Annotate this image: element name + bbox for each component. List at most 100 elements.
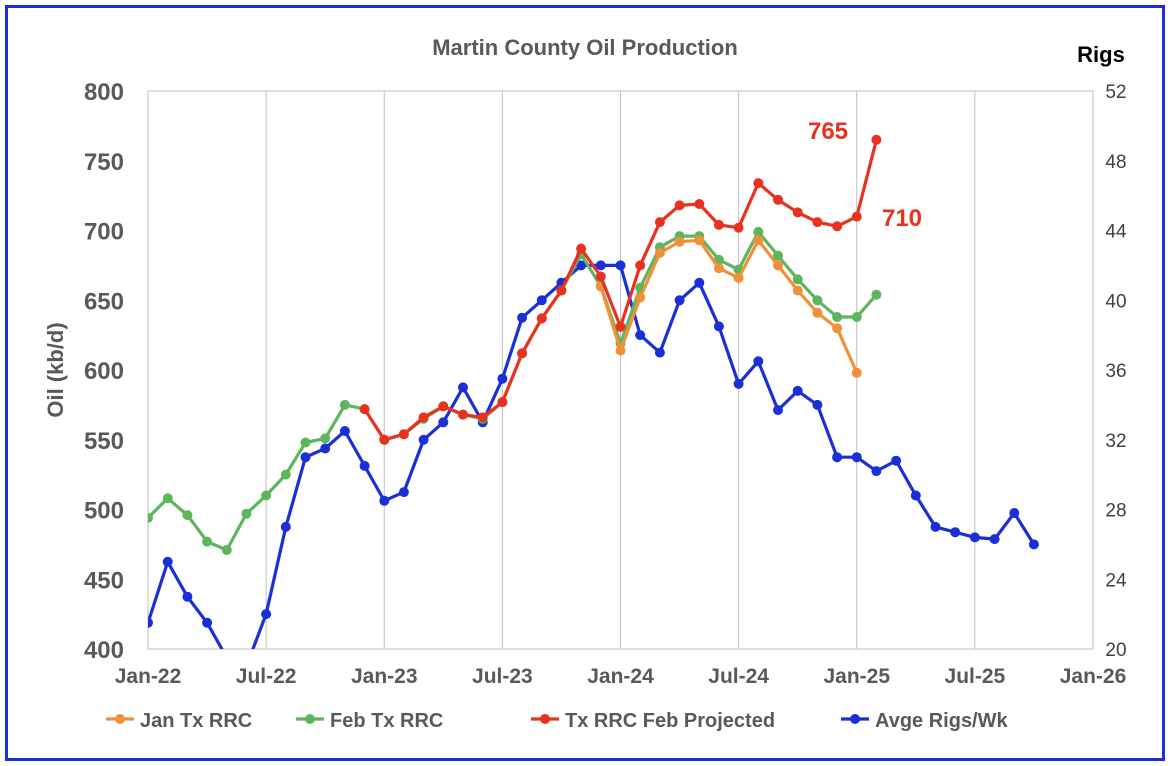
- y-tick-label: 750: [84, 149, 124, 176]
- data-point: [674, 295, 685, 306]
- data-point: [148, 617, 153, 628]
- data-point: [536, 295, 547, 306]
- y2-tick-label: 28: [1105, 501, 1126, 522]
- data-point: [221, 545, 232, 555]
- annotation-label: 765: [808, 118, 848, 145]
- data-point: [654, 217, 665, 228]
- annotation-label: 710: [882, 205, 922, 232]
- data-point: [339, 399, 350, 410]
- y-tick-label: 700: [84, 219, 124, 246]
- data-point: [615, 321, 626, 332]
- data-point: [359, 404, 370, 415]
- legend-label: Tx RRC Feb Projected: [565, 710, 775, 732]
- data-point: [261, 490, 272, 501]
- data-point: [812, 307, 823, 318]
- data-point: [753, 356, 764, 367]
- series-line: [148, 230, 878, 552]
- data-point: [832, 452, 843, 463]
- left-axis-title: Oil (kb/d): [43, 322, 68, 417]
- annotations: 765 710: [808, 118, 922, 232]
- legend-label: Feb Tx RRC: [330, 710, 443, 732]
- data-point: [851, 452, 862, 463]
- data-point: [812, 399, 823, 410]
- legend-item: Avge Rigs/Wk: [841, 710, 1008, 732]
- data-point: [773, 405, 783, 416]
- data-point: [733, 222, 744, 233]
- y-tick-label: 650: [84, 288, 124, 315]
- y2-tick-label: 32: [1105, 431, 1126, 452]
- right-axis-title: Rigs: [1077, 42, 1125, 67]
- data-point: [398, 487, 409, 498]
- legend-item: Jan Tx RRC: [106, 710, 252, 732]
- data-point: [851, 312, 862, 322]
- data-point: [615, 345, 626, 356]
- legend-swatch-marker: [540, 714, 550, 724]
- data-point: [635, 260, 646, 271]
- data-point: [792, 274, 803, 285]
- data-point: [969, 532, 980, 543]
- data-point: [438, 417, 449, 428]
- data-point: [1009, 508, 1020, 518]
- data-point: [950, 527, 961, 538]
- data-point: [438, 401, 449, 412]
- data-point: [162, 493, 173, 504]
- y-tick-label: 550: [84, 428, 124, 455]
- data-point: [458, 382, 468, 393]
- x-tick-label: Jul-22: [236, 665, 297, 688]
- data-point: [674, 236, 685, 247]
- y2-tick-label: 36: [1105, 361, 1126, 382]
- y2-tick-label: 40: [1105, 291, 1126, 312]
- data-point: [733, 272, 744, 283]
- data-point: [300, 452, 311, 463]
- y2-tick-label: 44: [1105, 222, 1127, 243]
- data-point: [517, 312, 528, 323]
- legend-label: Jan Tx RRC: [140, 710, 252, 732]
- data-point: [418, 412, 429, 423]
- legend-item: Tx RRC Feb Projected: [531, 710, 775, 732]
- y-tick-label: 400: [84, 637, 124, 664]
- data-point: [576, 260, 587, 271]
- chart-title: Martin County Oil Production: [432, 35, 738, 60]
- data-point: [851, 211, 862, 222]
- x-tick-label: Jul-25: [945, 665, 1006, 688]
- data-point: [202, 536, 213, 547]
- data-point: [733, 378, 744, 389]
- y-tick-label: 500: [84, 498, 124, 525]
- data-point: [182, 510, 193, 521]
- data-point: [832, 312, 843, 322]
- y2-tick-label: 24: [1105, 570, 1127, 591]
- data-point: [162, 556, 173, 567]
- chart-frame: [5, 5, 1165, 761]
- data-point: [300, 437, 311, 448]
- data-point: [241, 508, 252, 519]
- data-point: [713, 219, 724, 230]
- data-point: [517, 348, 528, 359]
- y-tick-label: 600: [84, 358, 124, 385]
- data-point: [753, 226, 764, 237]
- left-axis-ticks: 400 450 500 550 600 650 700 750 800: [84, 79, 124, 664]
- data-point: [615, 260, 626, 271]
- y2-tick-label: 48: [1105, 152, 1126, 173]
- data-point: [595, 271, 606, 282]
- data-point: [753, 178, 764, 189]
- data-point: [261, 609, 272, 620]
- data-point: [694, 235, 705, 246]
- series-lines: [148, 134, 1039, 649]
- data-point: [595, 260, 606, 271]
- data-point: [1028, 539, 1039, 550]
- data-point: [891, 455, 902, 466]
- data-point: [635, 330, 646, 341]
- data-point: [398, 429, 409, 440]
- data-point: [832, 221, 843, 232]
- data-point: [792, 385, 803, 396]
- data-point: [280, 521, 291, 532]
- data-point: [871, 289, 882, 300]
- data-point: [359, 460, 370, 471]
- data-point: [832, 323, 843, 334]
- legend-label: Avge Rigs/Wk: [875, 710, 1008, 732]
- legend-item: Feb Tx RRC: [296, 710, 443, 732]
- data-point: [851, 367, 862, 378]
- data-point: [773, 250, 783, 261]
- data-point: [458, 409, 468, 420]
